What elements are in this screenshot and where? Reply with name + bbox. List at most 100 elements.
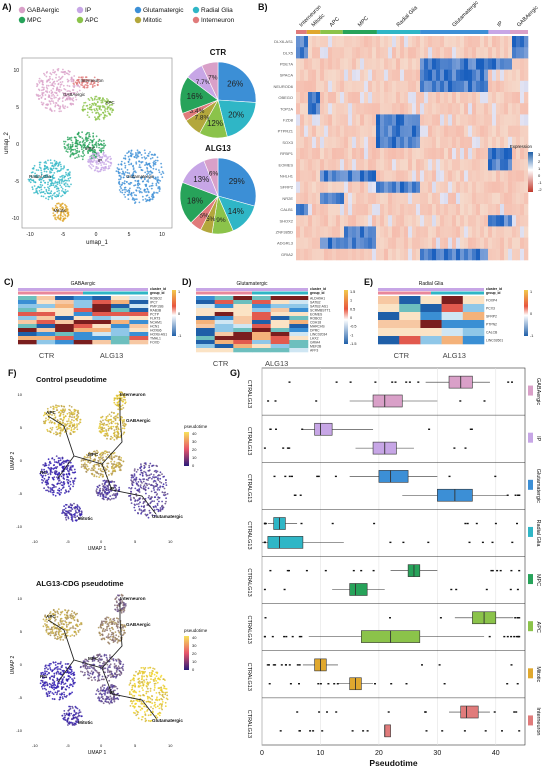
pseudotime-point [71, 517, 73, 520]
heatmap-cell [344, 237, 349, 250]
heatmap-cell [364, 114, 369, 126]
heatmap-cell [424, 47, 429, 59]
pseudotime-point [108, 413, 111, 416]
pseudotime-point [66, 422, 69, 425]
heatmap-cell [444, 192, 449, 205]
umap-point [126, 152, 128, 155]
pseudotime-point [105, 419, 108, 422]
pseudotime-point [141, 498, 144, 500]
heat-cell [441, 296, 464, 305]
heatmap-cell [448, 148, 453, 160]
heatmap-cell [372, 80, 377, 93]
pseudotime-point [159, 485, 162, 488]
heatmap-cell [480, 47, 485, 59]
heatmap-cell [416, 80, 421, 93]
umap-point [95, 112, 97, 115]
pseudotime-point [68, 404, 71, 407]
pseudotime-point [106, 462, 109, 465]
umap-point [50, 190, 53, 193]
umap-point [71, 145, 74, 148]
heat-cell [252, 300, 271, 305]
heatmap-cell [396, 69, 401, 82]
pseudotime-point [69, 635, 72, 637]
pseudotime-point [107, 635, 109, 637]
umap-point [60, 186, 63, 189]
heatmap-cell [524, 69, 529, 82]
pseudotime-point [121, 607, 123, 610]
umap-point [161, 170, 164, 173]
umap-point [144, 164, 146, 167]
heat-gene-label: HCN1 [150, 324, 159, 328]
heatmap-cell [480, 103, 485, 115]
heatmap-cell [312, 125, 317, 138]
umap-point [75, 94, 78, 97]
heatmap-cell [476, 114, 481, 126]
pseudotime-point [51, 426, 54, 429]
heatmap-cell [340, 226, 345, 238]
heatmap-cell [396, 159, 401, 171]
heatmap-cell [428, 226, 433, 238]
umap-point [67, 69, 70, 72]
heatmap-cell [452, 226, 457, 238]
legend-swatch [76, 16, 84, 24]
heatmap-cell [412, 204, 417, 216]
heatmap-cell [400, 248, 405, 261]
heatmap-cell [524, 114, 529, 126]
umap-point [161, 176, 164, 179]
heat-cell [18, 308, 37, 313]
umap-point [105, 101, 108, 104]
heat-legend-tick: -0.5 [350, 325, 357, 329]
pseudotime-point [89, 452, 92, 455]
umap-point [89, 147, 92, 150]
umap-point [64, 189, 67, 191]
pseudotime-point [50, 628, 52, 631]
pseudotime-point [52, 405, 54, 408]
heat-cell [18, 332, 37, 337]
pseudotime-point [153, 489, 156, 491]
pseudotime-point [44, 474, 47, 477]
heat-cell [233, 332, 253, 337]
pie-slice-label: 14% [228, 207, 244, 216]
heatmap-cell [508, 58, 513, 70]
pseudotime-point [57, 622, 60, 624]
umap-point [80, 155, 83, 157]
heatmap-cell [296, 136, 301, 149]
pseudotime-point [135, 471, 138, 473]
umap-point [76, 133, 79, 136]
pseudotime-point [123, 396, 126, 399]
umap-xtick: 10 [159, 232, 165, 238]
pseudotime-point [74, 519, 77, 522]
pseudotime-point [62, 475, 65, 477]
pseudotime-point [61, 487, 64, 490]
umap-point [134, 179, 137, 182]
umap-point [82, 76, 84, 79]
heatmap-cell [424, 148, 429, 160]
umap-point [60, 110, 62, 113]
heatmap-cell [384, 148, 389, 160]
pseudotime-point [114, 604, 116, 607]
heatmap-cell [520, 80, 525, 93]
umap-ytick: 10 [13, 68, 19, 74]
umap-point [127, 194, 129, 197]
pseudotime-point [113, 432, 115, 434]
umap-point [95, 144, 98, 147]
panel-label: C) [4, 277, 14, 287]
pseudotime-point [113, 623, 116, 625]
heat-cell [18, 328, 37, 333]
umap-xtick: -10 [26, 232, 33, 238]
heatmap-cell [408, 237, 413, 250]
umap-point [90, 159, 93, 162]
heatmap-cell [384, 170, 389, 182]
umap-cluster-label: IP [98, 158, 102, 163]
heat-cell [420, 312, 442, 321]
pseudotime-point [122, 407, 125, 409]
umap-point [45, 162, 48, 165]
umap-point [79, 143, 82, 146]
heatmap-cell [300, 204, 305, 216]
heatmap-gene-label: ADGRL3 [277, 241, 294, 246]
heatmap-cell [352, 181, 357, 194]
heatmap-cell [524, 192, 529, 205]
heatmap-cell [400, 237, 405, 250]
heatmap-cell [460, 204, 465, 216]
pseudotime-point [59, 426, 62, 429]
